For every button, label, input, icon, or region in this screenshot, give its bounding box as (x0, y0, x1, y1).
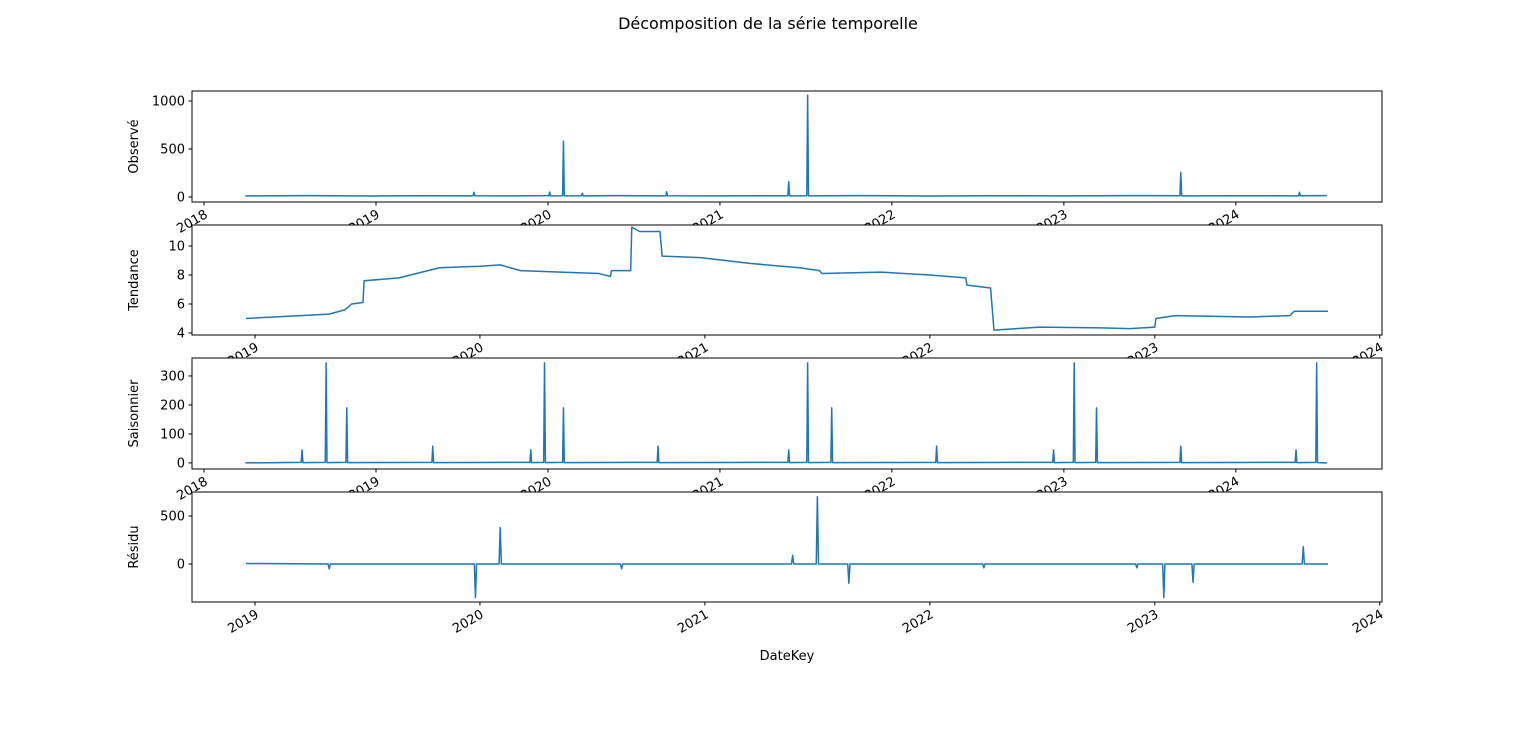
series-line (245, 362, 1327, 464)
axes-background (192, 358, 1382, 469)
y-axis-label: Observé (127, 119, 142, 173)
series-line (245, 496, 1329, 599)
axes-background (192, 492, 1382, 602)
x-tick-label: 2021 (675, 607, 711, 637)
y-tick-label: 10 (168, 240, 185, 255)
y-tick-label: 100 (160, 427, 185, 442)
axes-background (192, 91, 1382, 202)
y-tick-label: 1000 (152, 94, 185, 109)
plot-area (245, 226, 1329, 331)
y-tick-label: 0 (177, 191, 185, 206)
y-tick-label: 200 (160, 398, 185, 413)
plot-area (245, 94, 1327, 197)
x-tick-label: 2024 (1350, 607, 1386, 637)
y-axis-label: Résidu (127, 525, 142, 568)
y-tick-label: 300 (160, 369, 185, 384)
x-tick-label: 2023 (1125, 607, 1161, 637)
x-tick-label: 2019 (225, 607, 261, 637)
y-tick-label: 0 (177, 456, 185, 471)
y-tick-label: 500 (160, 142, 185, 157)
y-axis-label: Saisonnier (127, 379, 142, 448)
x-tick-label: 2020 (450, 607, 486, 637)
y-tick-label: 0 (177, 557, 185, 572)
x-tick-label: 2022 (900, 607, 936, 637)
x-axis-label: DateKey (760, 649, 815, 664)
y-axis-label: Tendance (127, 249, 142, 312)
series-line (245, 226, 1329, 331)
axes-frame (191, 90, 1383, 203)
axes-frame (191, 224, 1383, 336)
series-line (245, 94, 1327, 197)
y-tick-label: 6 (177, 297, 185, 312)
figure-title: Décomposition de la série temporelle (618, 14, 918, 33)
y-tick-label: 8 (177, 269, 185, 284)
plot-area (245, 496, 1329, 599)
axes-frame (191, 357, 1383, 470)
y-tick-label: 4 (177, 326, 185, 341)
axes-background (192, 225, 1382, 335)
axes-frame (191, 491, 1383, 603)
y-tick-label: 500 (160, 509, 185, 524)
plot-area (245, 362, 1327, 464)
